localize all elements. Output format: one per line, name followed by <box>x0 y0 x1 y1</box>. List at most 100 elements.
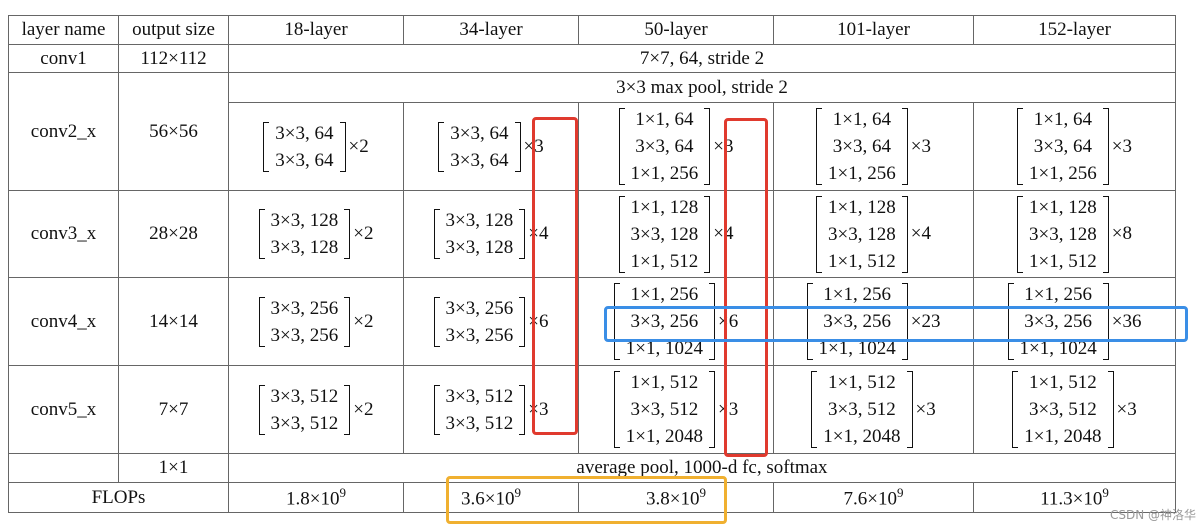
block: 3×3, 128 3×3, 128 ×2 <box>258 207 373 261</box>
block-cell: 1×1, 256 3×3, 256 1×1, 1024 ×6 <box>578 277 774 366</box>
matrix: 3×3, 64 3×3, 64 <box>438 120 521 174</box>
repeat-count: ×3 <box>915 398 936 420</box>
block-cell: 3×3, 128 3×3, 128 ×2 <box>228 190 404 278</box>
block-cell: 1×1, 512 3×3, 512 1×1, 2048 ×3 <box>773 365 974 454</box>
header-cell: 50-layer <box>578 15 774 45</box>
block: 1×1, 64 3×3, 64 1×1, 256 ×3 <box>816 106 931 187</box>
matrix-line: 1×1, 128 <box>630 196 699 218</box>
block-cell: 1×1, 512 3×3, 512 1×1, 2048 ×3 <box>578 365 774 454</box>
matrix: 1×1, 256 3×3, 256 1×1, 1024 <box>806 281 908 362</box>
matrix-line: 3×3, 64 <box>635 136 694 157</box>
architecture-table: layer name output size 18-layer 34-layer 50-… <box>8 15 1176 513</box>
repeat-count: ×4 <box>713 223 734 244</box>
repeat-count: ×3 <box>1111 135 1132 157</box>
block: 1×1, 512 3×3, 512 1×1, 2048 ×3 <box>613 369 739 450</box>
matrix: 1×1, 128 3×3, 128 1×1, 512 <box>1017 194 1109 275</box>
matrix-line: 3×3, 128 <box>1029 223 1097 245</box>
block-cell: 1×1, 512 3×3, 512 1×1, 2048 ×3 <box>973 365 1176 454</box>
block-cell: 3×3, 512 3×3, 512 ×2 <box>228 365 404 454</box>
matrix-line: 3×3, 512 <box>270 412 339 434</box>
block-cell: 1×1, 64 3×3, 64 1×1, 256 ×3 <box>973 102 1176 191</box>
layer-name: conv5_x <box>8 365 119 454</box>
matrix: 1×1, 128 3×3, 128 1×1, 512 <box>618 194 711 275</box>
flops-cell: 1.8×109 <box>228 482 404 513</box>
block-cell: 1×1, 256 3×3, 256 1×1, 1024 ×23 <box>773 277 974 366</box>
matrix-line: 3×3, 64 <box>450 122 509 144</box>
matrix-line: 1×1, 512 <box>1029 250 1097 272</box>
table-body: layer name output size 18-layer 34-layer 50-… <box>8 15 1176 513</box>
header-row: layer name output size 18-layer 34-layer 50-… <box>8 15 1176 45</box>
output-size: 28×28 <box>118 190 229 278</box>
flops-base: 1.8×10 <box>286 488 340 510</box>
matrix-line: 1×1, 128 <box>828 196 896 218</box>
block-cell: 1×1, 128 3×3, 128 1×1, 512 ×8 <box>973 190 1176 278</box>
matrix: 1×1, 512 3×3, 512 1×1, 2048 <box>811 369 913 450</box>
block-cell: 1×1, 64 3×3, 64 1×1, 256 ×3 <box>773 102 974 191</box>
matrix-line: 3×3, 512 <box>445 385 514 407</box>
matrix: 3×3, 256 3×3, 256 <box>258 295 351 349</box>
matrix-line: 1×1, 2048 <box>823 426 901 447</box>
spec: 7×7, 64, stride 2 <box>228 44 1176 73</box>
matrix: 3×3, 128 3×3, 128 <box>433 207 526 261</box>
repeat-count: ×23 <box>910 310 941 332</box>
matrix-line: 3×3, 256 <box>823 311 891 332</box>
matrix: 3×3, 256 3×3, 256 <box>433 295 526 349</box>
matrix: 1×1, 128 3×3, 128 1×1, 512 <box>816 194 908 275</box>
matrix: 1×1, 512 3×3, 512 1×1, 2048 <box>613 369 716 450</box>
matrix-line: 3×3, 512 <box>828 399 896 420</box>
block: 1×1, 64 3×3, 64 1×1, 256 ×3 <box>1017 106 1132 187</box>
matrix-line: 3×3, 64 <box>275 122 334 144</box>
block-cell: 3×3, 64 3×3, 64 ×3 <box>403 102 579 191</box>
block: 1×1, 512 3×3, 512 1×1, 2048 ×3 <box>1012 369 1137 450</box>
matrix-line: 3×3, 64 <box>832 136 891 157</box>
table-row: conv4_x 14×14 3×3, 256 3×3, 256 ×2 3×3, 256 3×… <box>8 277 1176 366</box>
output-size: 14×14 <box>118 277 229 366</box>
block-cell: 3×3, 256 3×3, 256 ×2 <box>228 277 404 366</box>
matrix-line: 1×1, 256 <box>823 284 891 305</box>
matrix: 3×3, 512 3×3, 512 <box>433 383 526 437</box>
block: 1×1, 256 3×3, 256 1×1, 1024 ×23 <box>806 281 941 362</box>
matrix: 3×3, 512 3×3, 512 <box>258 383 351 437</box>
repeat-count: ×36 <box>1111 310 1142 332</box>
watermark: CSDN @神洛华 <box>1109 508 1196 522</box>
block-cell: 1×1, 128 3×3, 128 1×1, 512 ×4 <box>578 190 774 278</box>
layer-name: conv1 <box>8 44 119 73</box>
matrix-line: 3×3, 256 <box>270 297 339 319</box>
repeat-count: ×2 <box>348 135 369 157</box>
flops-cell: 7.6×109 <box>773 482 974 513</box>
block: 1×1, 512 3×3, 512 1×1, 2048 ×3 <box>811 369 936 450</box>
block: 1×1, 128 3×3, 128 1×1, 512 ×8 <box>1017 194 1132 275</box>
flops-base: 11.3×10 <box>1040 488 1103 510</box>
matrix: 1×1, 256 3×3, 256 1×1, 1024 <box>1007 281 1109 362</box>
output-size: 112×112 <box>118 44 229 73</box>
matrix-line: 1×1, 128 <box>1029 196 1097 218</box>
layer-name: conv2_x <box>8 72 119 191</box>
block: 1×1, 64 3×3, 64 1×1, 256 ×3 <box>618 106 733 187</box>
block: 1×1, 256 3×3, 256 1×1, 1024 ×6 <box>613 281 739 362</box>
flops-cell: 11.3×109 <box>973 482 1176 513</box>
table-row: FLOPs 1.8×109 3.6×109 3.8×109 7.6×109 11.3×10… <box>8 482 1176 513</box>
repeat-count: ×6 <box>718 310 739 332</box>
repeat-count: ×2 <box>353 310 374 332</box>
matrix: 3×3, 64 3×3, 64 <box>263 120 346 174</box>
matrix-line: 1×1, 256 <box>630 163 699 184</box>
block-cell: 1×1, 256 3×3, 256 1×1, 1024 ×36 <box>973 277 1176 366</box>
table-row: 3×3, 64 3×3, 64 ×2 3×3, 64 3×3, 64 ×3 1×1, 64 3… <box>9 102 1176 191</box>
matrix-line: 1×1, 512 <box>630 250 699 272</box>
output-size: 7×7 <box>118 365 229 454</box>
matrix-line: 1×1, 64 <box>1033 109 1092 130</box>
table-row: conv1 112×112 7×7, 64, stride 2 <box>8 44 1176 73</box>
repeat-count: ×2 <box>353 398 374 420</box>
block: 1×1, 128 3×3, 128 1×1, 512 ×4 <box>618 194 734 275</box>
repeat-count: ×3 <box>910 135 931 157</box>
matrix-line: 3×3, 128 <box>630 223 699 245</box>
repeat-count: ×3 <box>718 398 739 420</box>
block: 3×3, 512 3×3, 512 ×3 <box>433 383 548 437</box>
block-cell: 3×3, 64 3×3, 64 ×2 <box>228 102 404 191</box>
block: 1×1, 128 3×3, 128 1×1, 512 ×4 <box>816 194 931 275</box>
output-size: 1×1 <box>118 453 229 483</box>
layer-name: FLOPs <box>8 482 229 513</box>
matrix-line: 3×3, 512 <box>270 385 339 407</box>
matrix-line: 1×1, 512 <box>630 372 699 393</box>
matrix-line: 3×3, 128 <box>828 223 896 245</box>
